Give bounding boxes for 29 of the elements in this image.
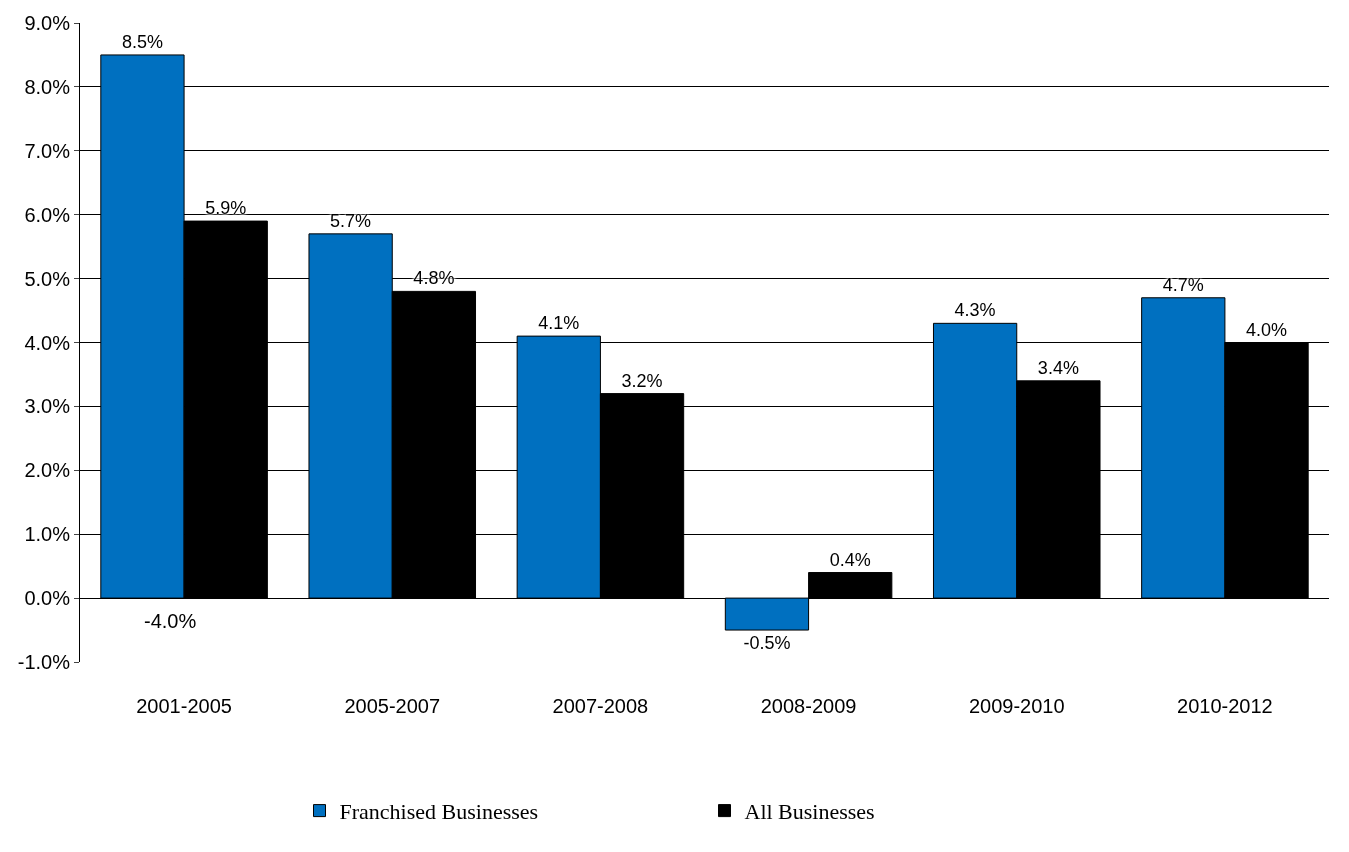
y-tick-label: 0.0%	[24, 587, 71, 610]
annotation: -4.0%	[144, 610, 197, 632]
data-label: 3.4%	[1037, 357, 1079, 378]
data-label: 8.5%	[121, 31, 163, 52]
data-label: 3.2%	[621, 370, 663, 391]
data-label: 4.0%	[1246, 319, 1288, 340]
data-label: 5.9%	[205, 198, 247, 219]
data-label: -0.5%	[743, 633, 791, 654]
x-tick-label: 2010-2012	[1177, 695, 1273, 717]
data-label: 4.3%	[954, 300, 996, 321]
y-tick-label: 7.0%	[24, 139, 71, 162]
x-tick-label: 2005-2007	[344, 695, 441, 717]
y-tick-label: -1.0%	[17, 651, 71, 673]
y-tick-label: 1.0%	[24, 523, 71, 546]
x-tick-label: 2008-2009	[760, 695, 857, 717]
y-tick-label: 2.0%	[24, 459, 71, 482]
legend-label: Franchised Businesses	[339, 799, 539, 825]
y-tick-label: 8.0%	[24, 75, 71, 98]
data-label: 0.4%	[829, 549, 871, 570]
y-tick-label: 9.0%	[24, 12, 71, 34]
y-tick-label: 6.0%	[24, 203, 71, 226]
x-tick-label: 2001-2005	[136, 695, 232, 717]
y-tick-label: 3.0%	[24, 395, 71, 418]
y-tick-label: 5.0%	[24, 267, 71, 290]
legend-label: All Businesses	[744, 799, 875, 825]
x-tick-label: 2007-2008	[552, 695, 649, 717]
y-tick-label: 4.0%	[24, 331, 71, 354]
data-label: 4.1%	[538, 313, 580, 334]
x-tick-label: 2009-2010	[968, 695, 1065, 717]
